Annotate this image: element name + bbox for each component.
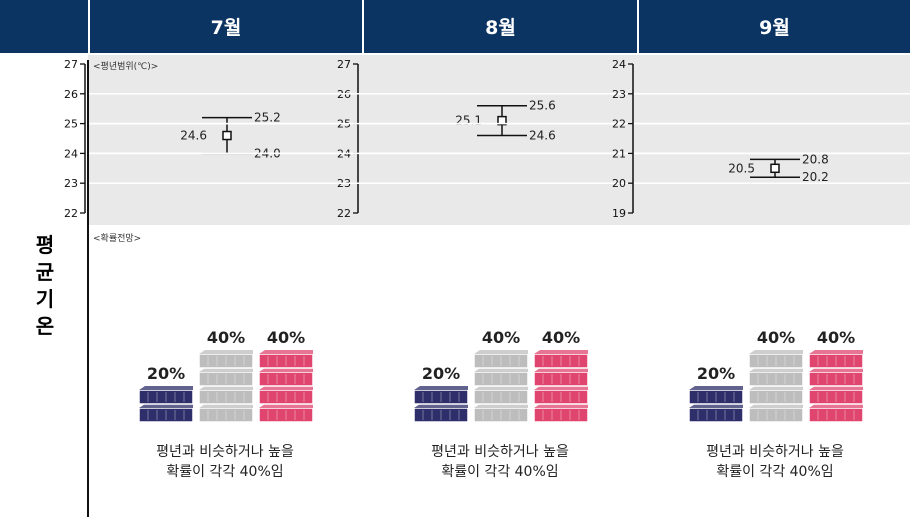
probability-block-top [689,404,743,408]
probability-caption: <확률전망> [93,234,142,244]
probability-block-top [474,350,528,354]
range-mid-label: 20.5 [728,161,755,175]
header-corner-cell [0,0,88,53]
probability-block-top [414,404,468,408]
y-tick-label: 23 [612,88,626,101]
probability-value-label: 40% [207,328,245,347]
probability-value-label: 40% [757,328,795,347]
probability-value-label: 40% [817,328,855,347]
range-mid-label: 25.1 [455,114,482,128]
probability-block-top [809,404,863,408]
probability-block-top [749,368,803,372]
header-month-september: 9월 [639,0,910,53]
normal-range-caption: <평년범위(℃)> [93,62,159,72]
row-label-char: 균 [35,260,55,284]
probability-block-top [534,386,588,390]
probability-value-label: 20% [422,364,460,383]
probability-block-top [474,386,528,390]
range-mid-marker [770,163,780,174]
range-high-label: 20.8 [802,152,829,166]
probability-block-top [689,386,743,390]
probability-block-top [534,350,588,354]
probability-block-top [259,368,313,372]
description-august: 평년과 비슷하거나 높을 확률이 각각 40%임 [380,442,620,482]
probability-value-label: 40% [482,328,520,347]
row-label-char: 기 [35,287,55,311]
description-september: 평년과 비슷하거나 높을 확률이 각각 40%임 [655,442,895,482]
description-line: 확률이 각각 40%임 [716,464,834,480]
row-label-average-temperature: 평 균 기 온 [34,232,56,340]
range-high-label: 25.6 [529,99,556,113]
y-tick-label: 24 [64,147,78,160]
y-tick-label: 22 [612,118,626,131]
description-line: 확률이 각각 40%임 [441,464,559,480]
range-low-label: 24.6 [529,129,556,143]
probability-block-top [809,350,863,354]
range-background [88,55,910,225]
header-month-july: 7월 [90,0,362,53]
row-label-char: 온 [35,314,55,338]
probability-block-top [139,386,193,390]
probability-value-label: 40% [267,328,305,347]
probability-block-top [259,404,313,408]
probability-block-top [474,404,528,408]
header-month-august: 8월 [364,0,637,53]
description-line: 평년과 비슷하거나 높을 [156,444,294,460]
probability-block-top [199,404,253,408]
probability-value-label: 40% [542,328,580,347]
range-high-label: 25.2 [254,111,281,125]
probability-block-top [259,386,313,390]
y-tick-label: 22 [337,207,351,220]
probability-block-top [809,386,863,390]
probability-block-top [259,350,313,354]
row-label-char: 평 [35,233,55,257]
probability-block-top [749,386,803,390]
probability-value-label: 20% [147,364,185,383]
probability-value-label: 20% [697,364,735,383]
y-tick-label: 20 [612,177,626,190]
y-tick-label: 27 [64,58,78,71]
y-tick-label: 19 [612,207,626,220]
probability-block-top [139,404,193,408]
description-line: 확률이 각각 40%임 [166,464,284,480]
description-line: 평년과 비슷하거나 높을 [431,444,569,460]
left-divider [87,60,89,517]
probability-block-top [749,404,803,408]
probability-block-top [534,404,588,408]
probability-block-top [199,350,253,354]
probability-block-top [199,368,253,372]
description-line: 평년과 비슷하거나 높을 [706,444,844,460]
y-tick-label: 24 [612,58,626,71]
probability-block-top [199,386,253,390]
y-tick-label: 25 [64,118,78,131]
y-tick-label: 23 [64,177,78,190]
header-bar: 7월 8월 9월 [0,0,910,53]
probability-block-top [749,350,803,354]
probability-block-top [809,368,863,372]
probability-block-top [474,368,528,372]
range-low-label: 20.2 [802,170,829,184]
range-mid-marker [222,130,232,141]
range-mid-marker [497,115,507,126]
description-july: 평년과 비슷하거나 높을 확률이 각각 40%임 [105,442,345,482]
y-tick-label: 26 [64,88,78,101]
range-mid-label: 24.6 [180,129,207,143]
probability-block-top [414,386,468,390]
probability-block-top [534,368,588,372]
y-tick-label: 22 [64,207,78,220]
y-tick-label: 27 [337,58,351,71]
y-tick-label: 21 [612,147,626,160]
